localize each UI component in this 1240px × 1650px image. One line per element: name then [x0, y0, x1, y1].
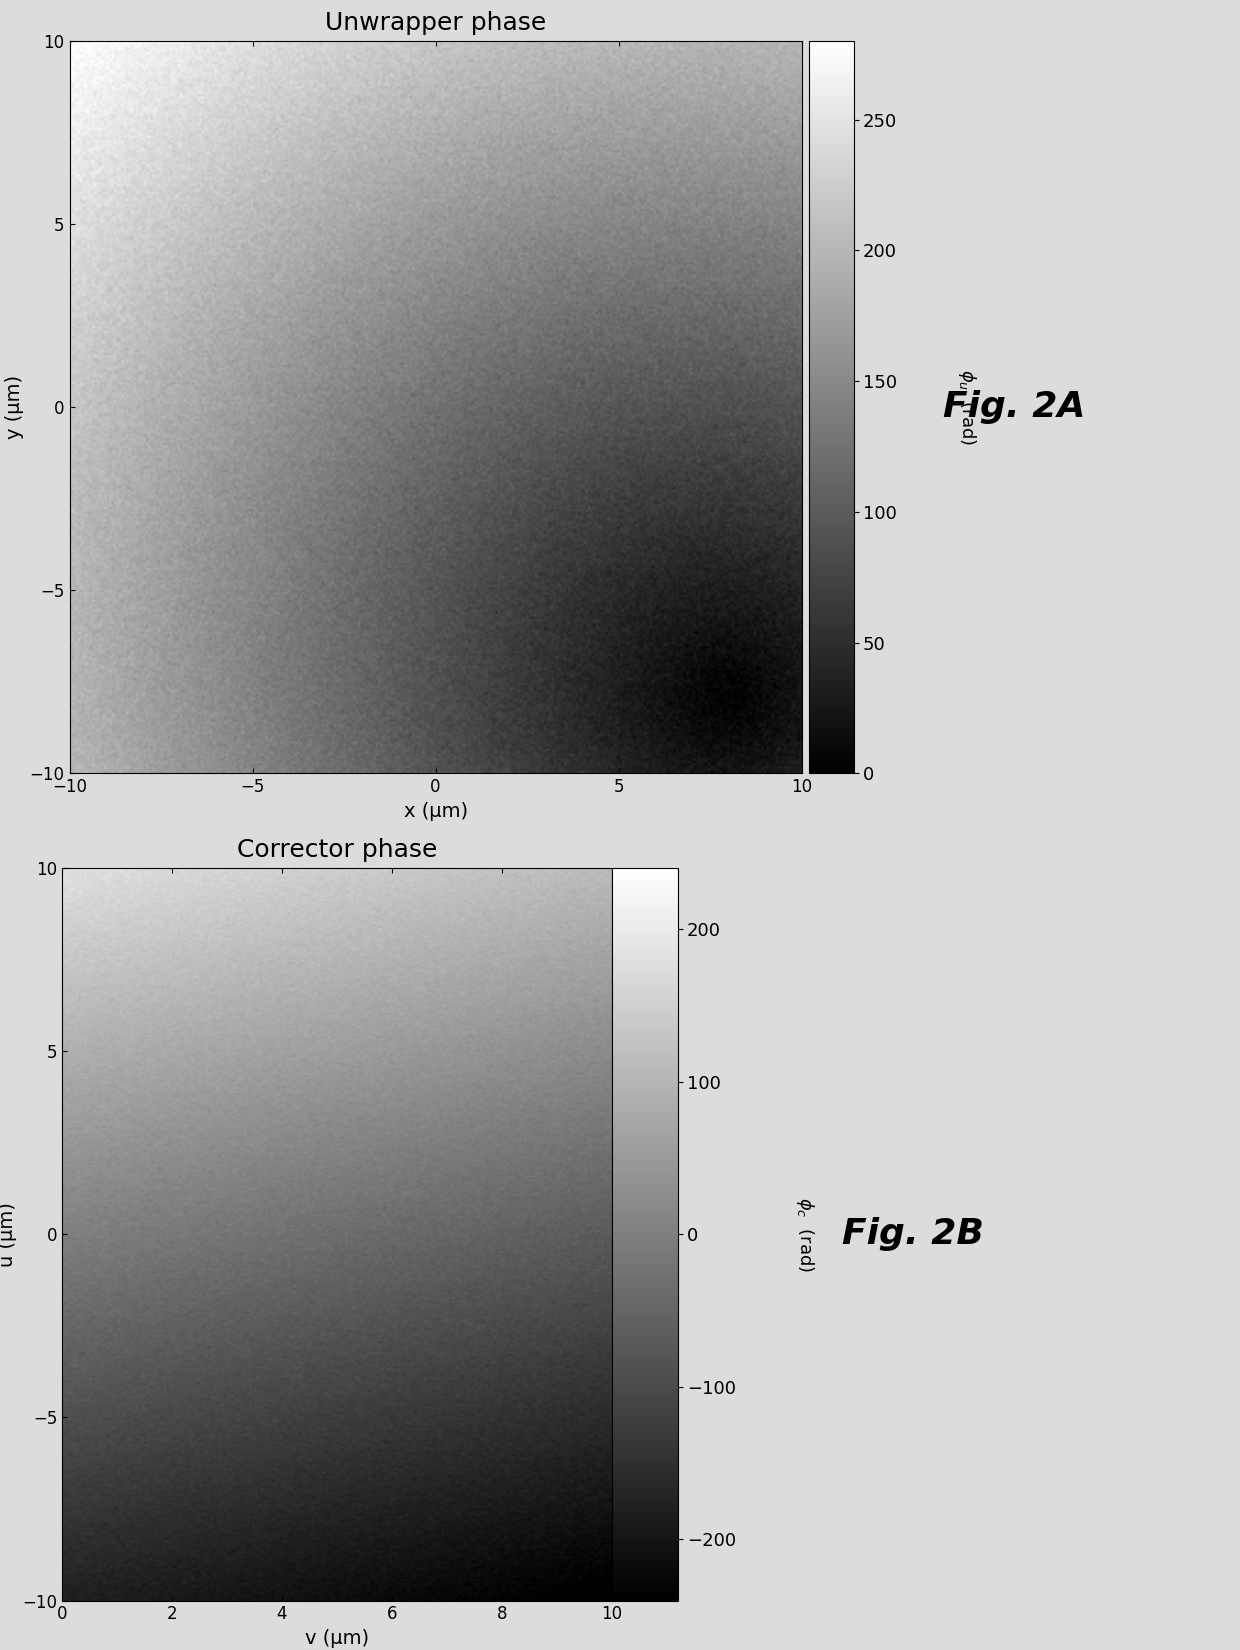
- Text: Fig. 2B: Fig. 2B: [842, 1218, 985, 1251]
- Y-axis label: $\phi_u$  (rad): $\phi_u$ (rad): [956, 370, 977, 446]
- Y-axis label: $\phi_c$  (rad): $\phi_c$ (rad): [795, 1196, 816, 1272]
- Y-axis label: u (μm): u (μm): [0, 1203, 16, 1267]
- X-axis label: v (μm): v (μm): [305, 1629, 370, 1648]
- X-axis label: x (μm): x (μm): [403, 802, 467, 820]
- Title: Corrector phase: Corrector phase: [237, 838, 436, 863]
- Title: Unwrapper phase: Unwrapper phase: [325, 12, 546, 35]
- Text: Fig. 2A: Fig. 2A: [942, 391, 1085, 424]
- Y-axis label: y (μm): y (μm): [5, 375, 24, 439]
